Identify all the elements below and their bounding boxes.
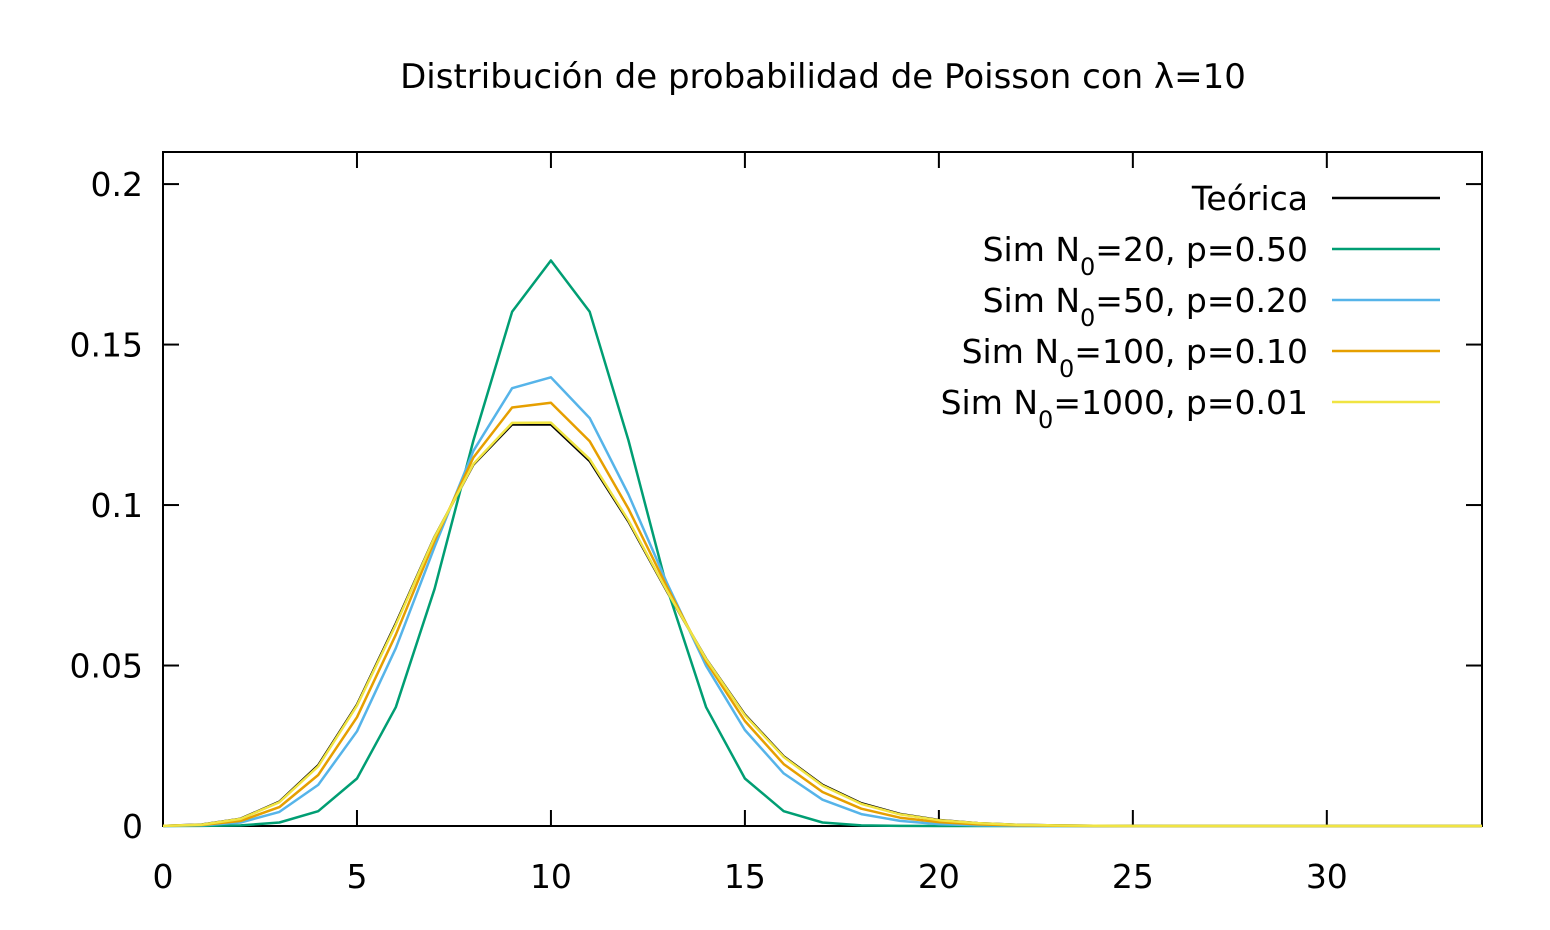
chart-title: Distribución de probabilidad de Poisson … <box>400 57 1246 97</box>
legend-label-2: Sim N0=50, p=0.20 <box>983 281 1308 332</box>
x-tick-label: 25 <box>1112 857 1154 896</box>
y-tick-label: 0.15 <box>70 326 143 365</box>
x-tick-label: 10 <box>530 857 572 896</box>
series-line-3 <box>162 401 1482 828</box>
plot-border <box>162 151 1483 827</box>
series-line-0 <box>162 423 1482 828</box>
x-tick-label: 20 <box>918 857 960 896</box>
y-tick-label: 0 <box>122 807 143 846</box>
y-tick-label: 0.1 <box>91 486 143 525</box>
x-tick-label: 15 <box>724 857 766 896</box>
x-tick-label: 30 <box>1306 857 1348 896</box>
plot-area: 0 5 10 15 20 25 30 0 0.05 0.1 0.15 0.2 Teórica Sim N0… <box>70 151 1483 896</box>
y-tick-label: 0.05 <box>70 647 143 686</box>
legend-label-1: Sim N0=20, p=0.50 <box>983 230 1308 281</box>
legend-label-4: Sim N0=1000, p=0.01 <box>941 383 1308 434</box>
x-tick-label: 0 <box>153 857 174 896</box>
series-line-2 <box>162 376 1482 828</box>
series-line-4 <box>162 421 1482 828</box>
x-tick-label: 5 <box>346 857 367 896</box>
legend-label-3: Sim N0=100, p=0.10 <box>962 332 1308 383</box>
y-tick-label: 0.2 <box>91 165 143 204</box>
legend-label-0: Teórica <box>1191 179 1308 218</box>
